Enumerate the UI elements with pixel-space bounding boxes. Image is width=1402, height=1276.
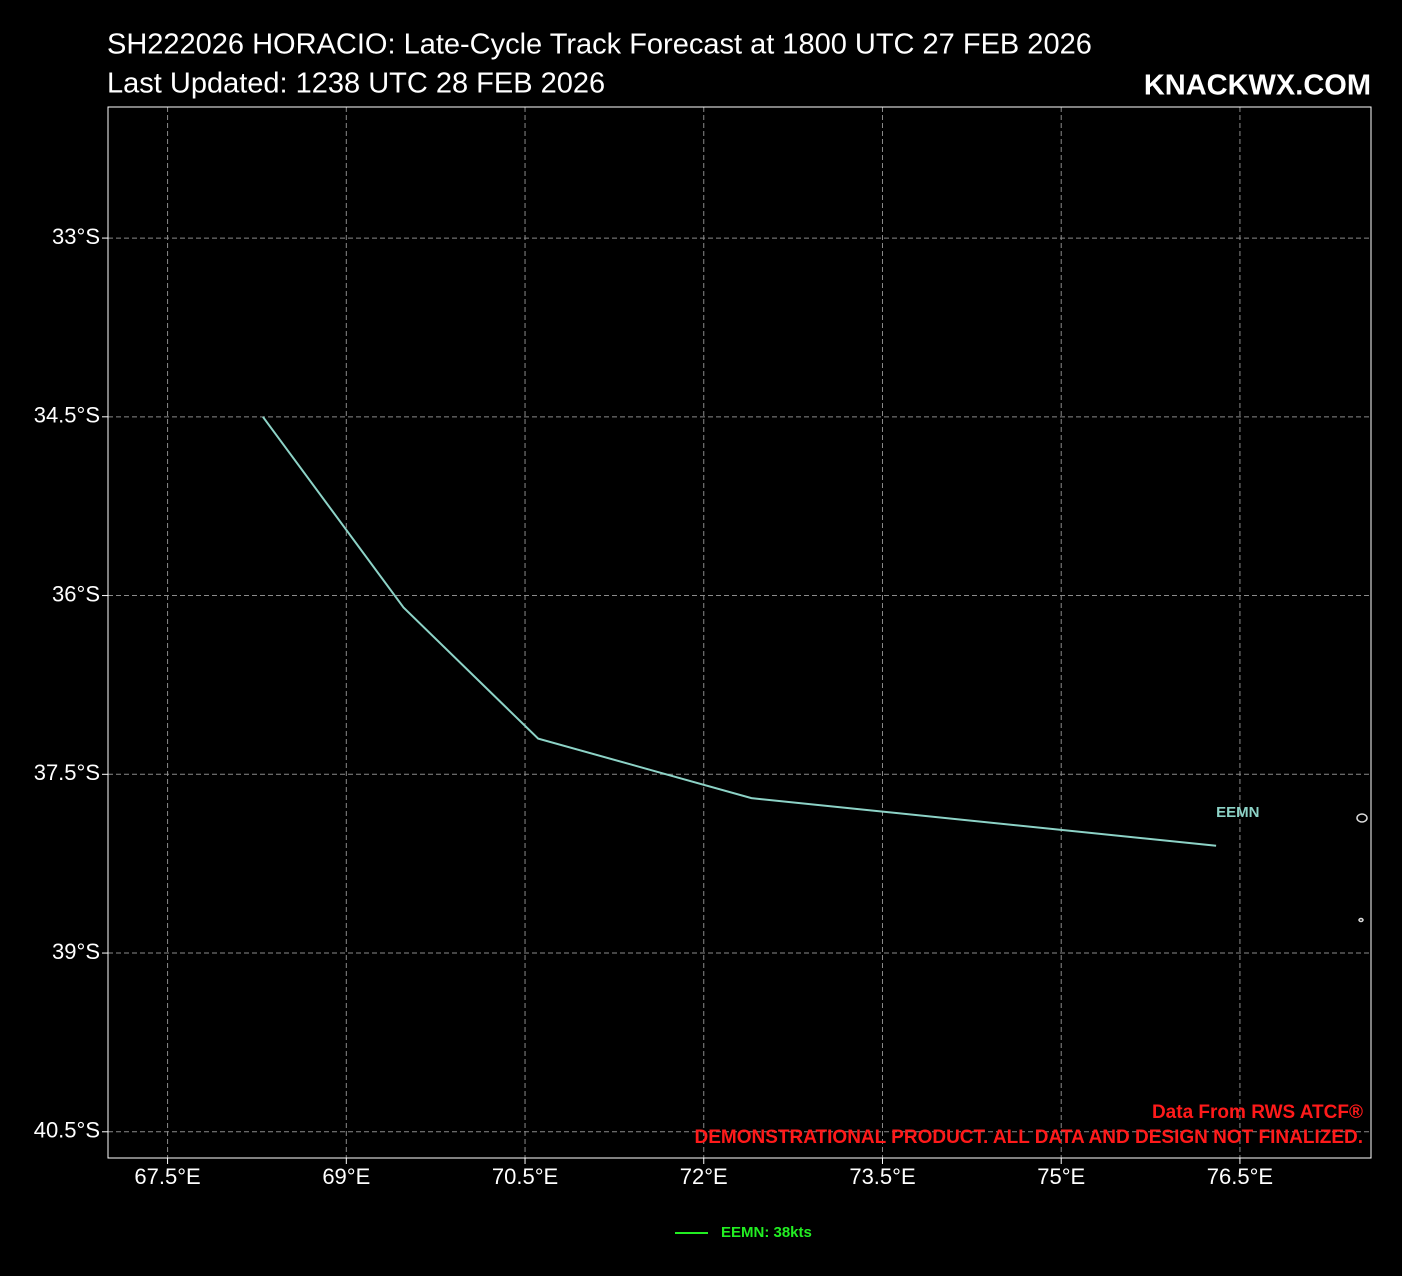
x-tick-label: 69°E xyxy=(322,1164,370,1189)
chart-subtitle: Last Updated: 1238 UTC 28 FEB 2026 xyxy=(107,68,605,100)
y-tick-label: 34.5°S xyxy=(34,403,100,428)
y-tick-label: 37.5°S xyxy=(34,760,100,785)
island xyxy=(1356,813,1368,823)
x-tick-label: 72°E xyxy=(680,1164,728,1189)
x-tick-label: 70.5°E xyxy=(492,1164,558,1189)
x-tick-label: 75°E xyxy=(1037,1164,1085,1189)
track-label: EEMN xyxy=(1216,804,1259,821)
y-tick-label: 39°S xyxy=(52,939,100,964)
brand: KNACKWX.COM xyxy=(1144,70,1371,102)
island xyxy=(1358,917,1364,923)
chart-title: SH222026 HORACIO: Late-Cycle Track Forec… xyxy=(107,29,1092,61)
x-tick-label: 67.5°E xyxy=(134,1164,200,1189)
credit: Data From RWS ATCF® xyxy=(1152,1102,1363,1123)
disclaimer: DEMONSTRATIONAL PRODUCT. ALL DATA AND DE… xyxy=(695,1127,1364,1148)
legend-label: EEMN: 38kts xyxy=(721,1224,812,1241)
y-tick-label: 33°S xyxy=(52,224,100,249)
x-tick-label: 73.5°E xyxy=(849,1164,915,1189)
track-line xyxy=(262,416,1217,847)
y-tick-label: 40.5°S xyxy=(34,1118,100,1143)
plot-frame xyxy=(107,106,1372,1159)
x-tick-label: 76.5°E xyxy=(1207,1164,1273,1189)
y-tick-label: 36°S xyxy=(52,581,100,606)
